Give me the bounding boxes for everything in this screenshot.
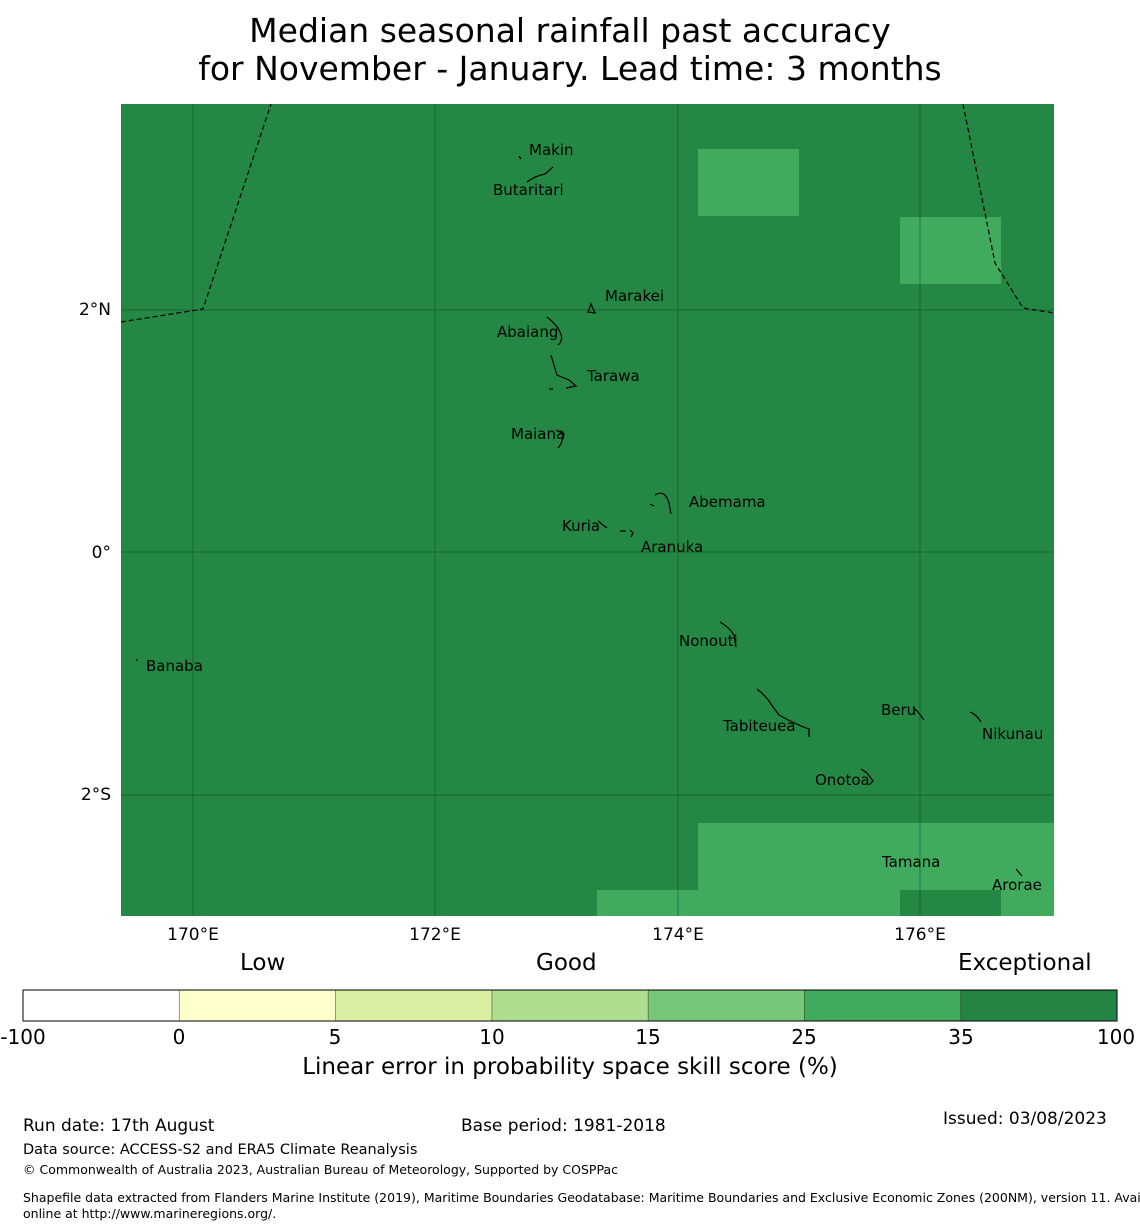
skill-map — [121, 104, 1054, 916]
island-outline-onotoa — [860, 768, 874, 786]
maritime-boundaries — [120, 103, 1055, 323]
colorbar-bin — [23, 990, 180, 1021]
base-period: Base period: 1981-2018 — [461, 1116, 666, 1136]
island-outline-abaiang — [546, 316, 563, 346]
island-outline-marakei — [587, 302, 596, 314]
island-outline-nikunau — [969, 711, 982, 723]
title-line-2: for November - January. Lead time: 3 mon… — [198, 49, 942, 88]
lat-tick-0: 0° — [92, 543, 111, 563]
colorbar-bin — [804, 990, 961, 1021]
copyright: © Commonwealth of Australia 2023, Austra… — [23, 1162, 618, 1177]
island-label-tarawa: Tarawa — [586, 367, 640, 385]
island-label-nikunau: Nikunau — [982, 725, 1043, 743]
island-label-kuria: Kuria — [562, 517, 600, 535]
lon-tick-174E: 174°E — [652, 925, 704, 945]
colorbar-tick: 25 — [791, 1025, 817, 1049]
lon-tick-172E: 172°E — [409, 925, 461, 945]
lat-tick-2S: 2°S — [81, 785, 111, 805]
island-outline-makin — [518, 155, 522, 160]
issued-date: Issued: 03/08/2023 — [943, 1109, 1107, 1129]
lat-tick-2N: 2°N — [79, 300, 111, 320]
island-label-banaba: Banaba — [146, 657, 203, 675]
category-low: Low — [240, 950, 286, 976]
island-label-makin: Makin — [529, 141, 574, 159]
colorbar-bin — [648, 990, 805, 1021]
island-label-arorae: Arorae — [992, 876, 1042, 894]
lon-tick-170E: 170°E — [167, 925, 219, 945]
skill-cell-high — [900, 217, 1001, 284]
island-outline-tarawa — [549, 354, 578, 390]
colorbar-tick: 35 — [948, 1025, 974, 1049]
shapefile-credit-line-2: online at http://www.marineregions.org/. — [23, 1206, 277, 1221]
shapefile-credit-line-1: Shapefile data extracted from Flanders M… — [23, 1190, 1140, 1205]
colorbar-bin — [335, 990, 492, 1021]
island-label-tabiteuea: Tabiteuea — [722, 717, 796, 735]
island-label-maiana: Maiana — [511, 425, 565, 443]
colorbar-bin — [179, 990, 336, 1021]
island-label-onotoa: Onotoa — [815, 771, 870, 789]
island-outline-kuria — [597, 520, 608, 529]
island-outline-abemama — [649, 492, 672, 515]
island-label-marakei: Marakei — [605, 287, 664, 305]
colorbar-tick: 15 — [635, 1025, 661, 1049]
island-label-abemama: Abemama — [689, 493, 766, 511]
island-label-aranuka: Aranuka — [641, 538, 703, 556]
eez-boundary-east — [962, 103, 1055, 314]
colorbar-tick: 5 — [328, 1025, 342, 1049]
island-label-butaritari: Butaritari — [493, 181, 564, 199]
skill-cell-base — [900, 890, 1001, 916]
colorbar-tick: -100 — [0, 1025, 46, 1049]
island-label-abaiang: Abaiang — [497, 323, 558, 341]
island-outline-tabiteuea — [756, 688, 810, 737]
eez-boundary-west — [120, 103, 272, 323]
skill-cell-high — [698, 149, 799, 216]
colorbar-frame — [22, 989, 1118, 1022]
title-line-1: Median seasonal rainfall past accuracy — [249, 11, 891, 50]
island-label-beru: Beru — [881, 701, 916, 719]
chart-title: Median seasonal rainfall past accuracy f… — [0, 12, 1140, 88]
colorbar-tick: 10 — [479, 1025, 505, 1049]
colorbar-tick: 100 — [1096, 1025, 1136, 1049]
island-outline-aranuka — [620, 529, 634, 538]
skill-cell-high — [597, 890, 698, 916]
island-outline-arorae — [1015, 868, 1023, 877]
colorbar-tick: 0 — [172, 1025, 186, 1049]
data-source: Data source: ACCESS-S2 and ERA5 Climate … — [23, 1142, 418, 1158]
category-good: Good — [536, 950, 597, 976]
colorbar — [22, 989, 1118, 1022]
colorbar-bin — [491, 990, 649, 1021]
island-label-tamana: Tamana — [881, 853, 940, 871]
map-base-field — [121, 104, 1054, 916]
colorbar-dividers — [178, 990, 962, 1021]
island-outline-maiana — [555, 429, 565, 449]
island-outline-nonouti — [719, 621, 737, 648]
graticule — [121, 104, 1054, 916]
island-outline-beru — [912, 706, 925, 721]
lon-tick-176E: 176°E — [894, 925, 946, 945]
run-date: Run date: 17th August — [23, 1116, 215, 1136]
category-exceptional: Exceptional — [958, 950, 1092, 976]
island-outlines — [136, 155, 1023, 877]
colorbar-bin — [960, 990, 1117, 1021]
island-label-nonouti: Nonouti — [679, 632, 738, 650]
island-outline-butaritari — [526, 166, 554, 183]
colorbar-label: Linear error in probability space skill … — [302, 1054, 838, 1080]
